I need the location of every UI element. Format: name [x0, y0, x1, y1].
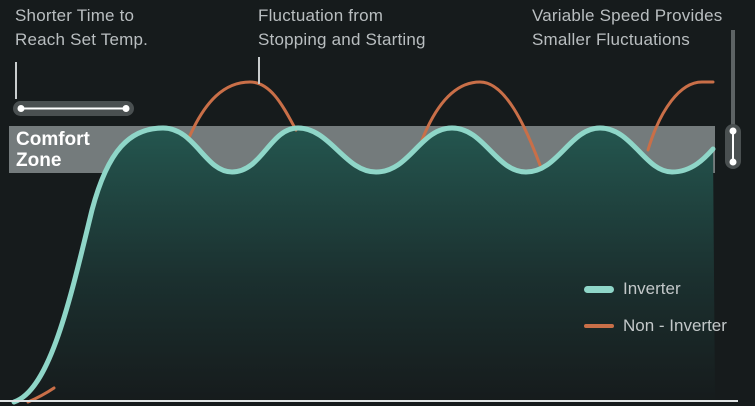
comfort-zone-label-line: Zone: [16, 150, 62, 171]
inverter-area-fill: [14, 128, 715, 402]
legend-item-non-inverter: Non - Inverter: [584, 314, 727, 338]
annotation-line: Variable Speed Provides: [532, 6, 723, 25]
comfort-zone-label: Comfort Zone: [16, 129, 90, 171]
annotation-line: Stopping and Starting: [258, 30, 426, 49]
annotation-line: Fluctuation from: [258, 6, 384, 25]
shorter-time-span-marker: [13, 101, 134, 116]
legend-label-inverter: Inverter: [623, 279, 681, 298]
legend-item-inverter: Inverter: [584, 277, 681, 301]
non-inverter-line: [186, 80, 715, 167]
annotation-line: Smaller Fluctuations: [532, 30, 691, 49]
variable-speed-annotation: Variable Speed Provides Smaller Fluctuat…: [532, 4, 722, 52]
fluctuation-annotation: Fluctuation from Stopping and Starting: [258, 4, 426, 52]
non-inverter-swatch: [584, 324, 614, 328]
legend-label-non-inverter: Non - Inverter: [623, 316, 727, 335]
variable-speed-span-marker: [725, 124, 741, 169]
shorter-time-annotation: Shorter Time to Reach Set Temp.: [15, 4, 148, 52]
comfort-zone-label-line: Comfort: [16, 129, 90, 150]
inverter-swatch: [584, 285, 614, 293]
inverter-line: [11, 125, 716, 405]
annotation-line: Reach Set Temp.: [15, 30, 149, 49]
annotation-line: Shorter Time to: [15, 6, 135, 25]
